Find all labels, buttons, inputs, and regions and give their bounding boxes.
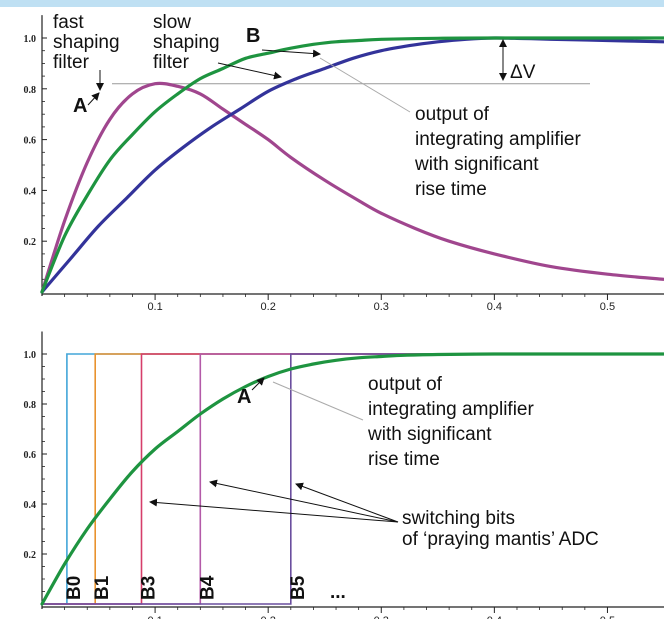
- y-tick-label: 0.8: [24, 85, 37, 96]
- switching-bits-annotation: of ‘praying mantis’ ADC: [402, 529, 599, 550]
- delta-v-label: ΔV: [510, 62, 536, 83]
- output-annotation: with significant: [367, 424, 492, 445]
- bit-step-b1: [42, 353, 664, 605]
- y-tick-label: 0.6: [24, 136, 37, 147]
- label-a: A: [237, 386, 251, 408]
- top-accent-bar: [0, 0, 664, 7]
- bit-label-b5: B5: [288, 575, 309, 600]
- bit-step-b3: [42, 353, 664, 605]
- x-tick-label: 0.1: [147, 615, 162, 619]
- x-tick-label: 0.1: [147, 301, 162, 313]
- label-a-arrow: [87, 92, 100, 106]
- bit-step-b4: [42, 353, 664, 605]
- slow-shaping-filter-label: slow: [153, 12, 191, 33]
- x-tick-label: 0.5: [600, 301, 615, 313]
- integrating-amplifier-line: [40, 352, 664, 606]
- fast-shaping-filter-label: filter: [53, 52, 90, 73]
- x-tick-label: 0.2: [261, 301, 276, 313]
- output-annotation: integrating amplifier: [368, 399, 534, 420]
- y-tick-label: 0.8: [24, 400, 37, 411]
- output-annotation: output of: [415, 104, 490, 125]
- slow-shaping-filter-line: [40, 36, 664, 294]
- x-tick-label: 0.2: [261, 615, 276, 619]
- label-b-arrow: [261, 49, 321, 58]
- output-annotation: rise time: [368, 449, 440, 470]
- output-annotation: output of: [368, 374, 443, 395]
- bits-ellipsis: ...: [330, 582, 346, 603]
- bottom-chart: 0.2 0.4 0.6 0.8 1.0 0.1 0.2 0.3 0.4 0.5 B0 B1 B3 B4 B5…: [24, 331, 664, 619]
- label-a-arrow: [251, 377, 265, 391]
- label-a: A: [73, 95, 87, 117]
- x-tick-label: 0.3: [374, 615, 389, 619]
- output-leader-line: [319, 57, 411, 113]
- fast-shaping-filter-label: shaping: [53, 32, 120, 53]
- bit-label-b0: B0: [64, 576, 85, 600]
- switching-bits-annotation: switching bits: [402, 508, 515, 529]
- bit-step-b0: [42, 353, 664, 605]
- switch-arrow-b5: [295, 482, 399, 523]
- y-tick-label: 0.4: [24, 500, 37, 511]
- x-tick-label: 0.3: [374, 301, 389, 313]
- y-tick-label: 0.2: [24, 237, 37, 248]
- slow-shaping-filter-label: shaping: [153, 32, 220, 53]
- y-tick-label: 1.0: [24, 34, 37, 45]
- y-tick-label: 0.2: [24, 550, 37, 561]
- output-annotation: with significant: [414, 154, 539, 175]
- top-chart: 0.20.40.60.81.00.1 0.2 0.3 0.4 0.5fastshapin…: [24, 12, 664, 313]
- integrating-amplifier-line: [40, 36, 664, 294]
- y-tick-label: 0.6: [24, 450, 37, 461]
- switch-arrow-b3: [149, 498, 399, 523]
- fast-shaping-filter-line: [40, 81, 664, 294]
- bit-label-b1: B1: [92, 575, 113, 600]
- bit-label-b4: B4: [197, 575, 218, 600]
- slow-arrow: [217, 62, 282, 80]
- fast-shaping-filter-label: fast: [53, 12, 84, 33]
- x-tick-label: 0.5: [600, 615, 615, 619]
- label-b: B: [246, 25, 260, 47]
- y-tick-label: 1.0: [24, 350, 37, 361]
- output-annotation: rise time: [415, 179, 487, 200]
- x-tick-label: 0.4: [487, 301, 502, 313]
- bit-label-b3: B3: [139, 576, 160, 600]
- y-tick-label: 0.4: [24, 186, 37, 197]
- x-tick-label: 0.4: [487, 615, 502, 619]
- switch-arrow-b4: [209, 479, 399, 523]
- output-annotation: integrating amplifier: [415, 129, 581, 150]
- slow-shaping-filter-label: filter: [153, 52, 190, 73]
- output-leader-line: [272, 381, 364, 421]
- bit-step-b5: [42, 353, 664, 605]
